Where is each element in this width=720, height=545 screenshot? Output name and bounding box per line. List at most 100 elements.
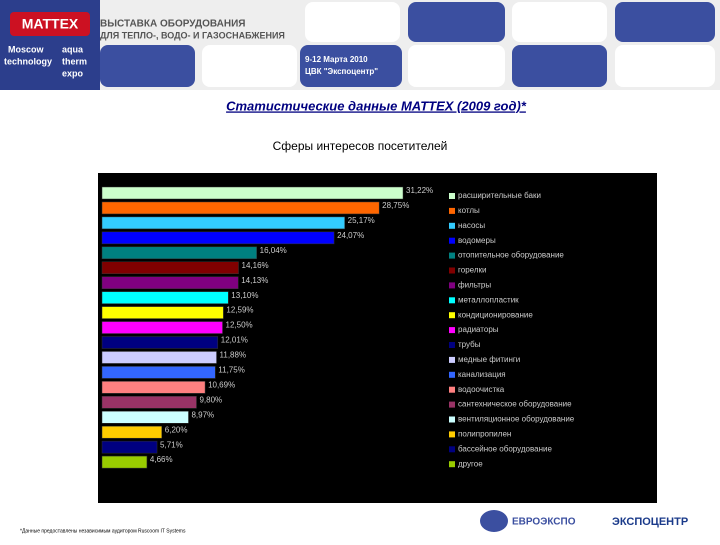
legend-label: другое	[458, 459, 483, 468]
value-label: 24,07%	[337, 231, 364, 240]
legend-swatch	[449, 237, 455, 244]
bar	[101, 366, 216, 379]
banner-tile	[300, 45, 402, 87]
bar	[101, 261, 239, 274]
value-label: 12,50%	[226, 321, 253, 330]
legend-label: водоочистка	[458, 385, 505, 394]
value-label: 8,97%	[191, 410, 214, 419]
legend-label: насосы	[458, 221, 485, 230]
legend-label: расширительные баки	[458, 191, 541, 200]
value-label: 14,13%	[241, 276, 268, 285]
dates: 9-12 Марта 2010	[305, 55, 368, 64]
legend-swatch	[449, 386, 455, 393]
legend-swatch	[449, 222, 455, 229]
logo: MATTEX	[22, 16, 79, 32]
banner-line: ДЛЯ ТЕПЛО-, ВОДО- И ГАЗОСНАБЖЕНИЯ	[100, 30, 285, 40]
expo-text: Moscow	[8, 44, 45, 54]
value-label: 11,88%	[220, 351, 247, 360]
value-label: 14,16%	[242, 261, 269, 270]
legend-swatch	[449, 282, 455, 289]
chart-title: Статистические данные MATTEX (2009 год)*	[226, 98, 527, 113]
value-label: 9,80%	[199, 395, 222, 404]
legend-label: бассейное оборудование	[458, 444, 552, 453]
banner-tile	[408, 45, 505, 87]
bar	[101, 246, 257, 260]
legend-swatch	[449, 342, 455, 348]
banner-tile	[408, 2, 505, 42]
legend-swatch	[449, 193, 455, 199]
chart-subtitle: Сферы интересов посетителей	[273, 139, 448, 153]
legend-label: горелки	[458, 266, 486, 275]
legend-label: полипропилен	[458, 430, 511, 439]
value-label: 31,22%	[406, 186, 433, 195]
legend-swatch	[449, 252, 455, 259]
legend-swatch	[449, 312, 455, 319]
legend-label: фильтры	[458, 281, 491, 290]
expo-text: therm	[62, 56, 87, 66]
legend-swatch	[449, 446, 455, 453]
value-label: 16,04%	[260, 246, 287, 255]
value-label: 13,10%	[231, 291, 258, 300]
footnote: *Данные предоставлены независимым аудито…	[20, 528, 186, 534]
footer-logo: ЭКСПОЦЕНТР	[612, 516, 688, 528]
legend-label: сантехническое оборудование	[458, 400, 572, 409]
legend-label: трубы	[458, 340, 481, 349]
banner-tile	[615, 2, 715, 42]
venue: ЦВК "Экспоцентр"	[305, 67, 378, 76]
value-label: 11,75%	[218, 366, 245, 375]
logo-box	[10, 12, 90, 36]
expo-text: technology	[4, 56, 52, 66]
value-label: 6,20%	[165, 425, 188, 434]
legend-label: канализация	[458, 370, 506, 379]
bar	[101, 440, 158, 454]
legend-swatch	[449, 207, 455, 214]
banner-tile	[202, 45, 297, 87]
legend-swatch	[449, 356, 455, 363]
banner-tile	[512, 2, 607, 42]
chart: 31,22% расширительные баки 28,75% котлы 25,1…	[101, 186, 575, 469]
legend-label: металлопластик	[458, 295, 519, 304]
legend-label: радиаторы	[458, 325, 499, 334]
banner-line: ВЫСТАВКА ОБОРУДОВАНИЯ	[100, 19, 245, 30]
legend-swatch	[449, 416, 455, 423]
value-label: 12,59%	[226, 306, 253, 315]
bar	[101, 291, 229, 304]
banner-tile	[305, 2, 400, 42]
value-label: 25,17%	[348, 216, 375, 225]
legend-label: водомеры	[458, 236, 496, 245]
value-label: 12,01%	[221, 336, 248, 345]
legend-label: вентиляционное оборудование	[458, 415, 575, 424]
legend-swatch	[449, 297, 455, 304]
value-label: 4,66%	[150, 455, 173, 464]
bar	[101, 425, 163, 439]
bar	[101, 351, 217, 364]
legend-swatch	[449, 327, 455, 334]
logo-icon	[480, 510, 508, 532]
bar	[101, 216, 345, 230]
banner-tile	[100, 45, 195, 87]
bar	[101, 276, 239, 289]
bar	[101, 306, 224, 319]
legend-swatch	[449, 371, 455, 378]
value-label: 5,71%	[160, 440, 183, 449]
expo-text: aqua	[62, 44, 84, 54]
banner-tile	[512, 45, 607, 87]
legend-label: отопительное оборудование	[458, 251, 564, 260]
legend-label: котлы	[458, 206, 480, 215]
bar	[101, 455, 148, 469]
banner-tile	[615, 45, 715, 87]
legend-swatch	[449, 267, 455, 274]
bar	[101, 396, 197, 409]
footer-logo: ЕВРОЭКСПО	[512, 517, 576, 528]
bar	[101, 321, 223, 334]
bar	[101, 186, 404, 200]
bar	[101, 381, 206, 394]
legend-swatch	[449, 401, 455, 408]
expo-text: expo	[62, 68, 84, 78]
legend-label: медные фитинги	[458, 355, 520, 364]
bar	[101, 201, 380, 215]
legend-swatch	[449, 461, 455, 468]
value-label: 28,75%	[382, 201, 409, 210]
bar	[101, 336, 219, 349]
